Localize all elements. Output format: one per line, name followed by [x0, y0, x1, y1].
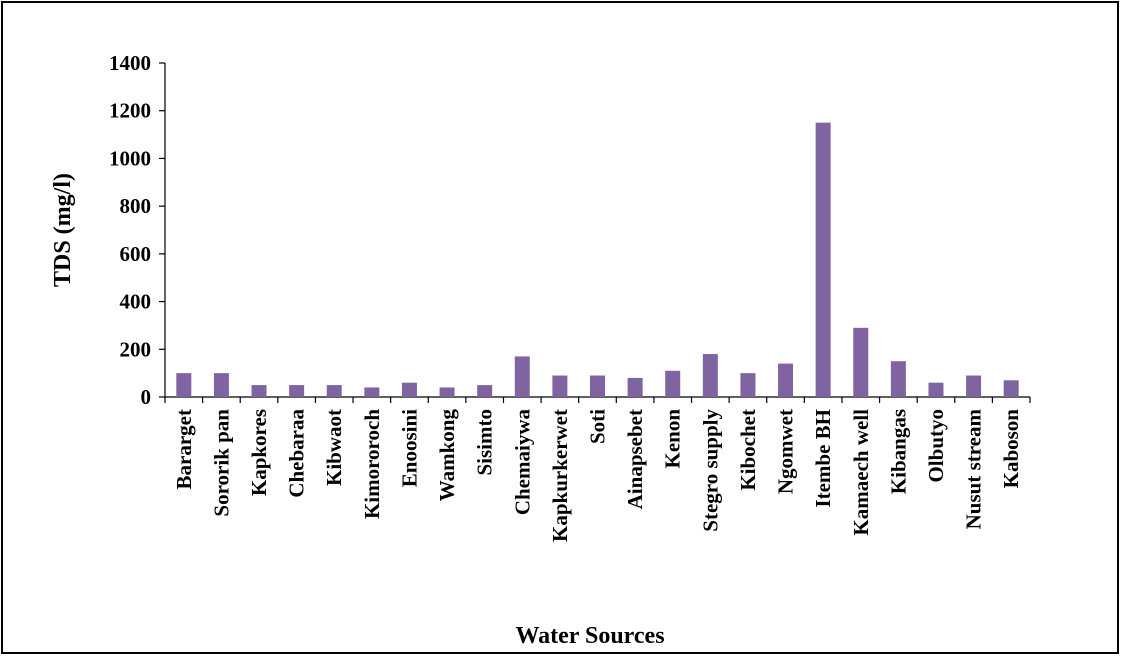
- x-tick-label: Olbutyo: [924, 409, 948, 483]
- bar: [853, 327, 869, 397]
- x-tick-label: Bararget: [172, 409, 196, 489]
- x-tick-label: Chebaraa: [285, 409, 309, 498]
- x-tick-label: Soti: [586, 409, 610, 444]
- y-tick-label: 800: [120, 194, 152, 218]
- y-tick-label: 1000: [109, 146, 151, 170]
- x-tick-label: Kapkores: [247, 409, 271, 496]
- x-axis-title: Water Sources: [515, 623, 664, 649]
- bar: [740, 373, 756, 397]
- bar: [401, 382, 417, 397]
- y-tick-label: 1400: [109, 51, 151, 75]
- x-tick-label: Itembe BH: [811, 409, 835, 508]
- x-tick-label: Sisimto: [473, 409, 497, 476]
- y-axis-title: TDS (mg/l): [50, 173, 76, 287]
- x-tick-label: Nusut stream: [962, 409, 986, 530]
- bar: [890, 361, 906, 397]
- bar: [627, 377, 643, 397]
- bar: [289, 385, 305, 397]
- bar: [665, 370, 681, 397]
- bar: [966, 375, 982, 397]
- bar: [251, 385, 267, 397]
- x-tick-label: Kenon: [661, 409, 685, 469]
- x-tick-label: Wamkong: [435, 409, 459, 502]
- bar: [702, 354, 718, 397]
- bar: [176, 373, 192, 397]
- x-tick-label: Kibwaot: [322, 409, 346, 486]
- y-tick-label: 400: [120, 290, 152, 314]
- bar: [1003, 380, 1019, 397]
- x-tick-label: Chemaiywa: [510, 409, 534, 516]
- x-tick-label: Stegro supply: [698, 409, 722, 532]
- x-tick-label: Kaboson: [999, 409, 1023, 489]
- bar: [213, 373, 229, 397]
- bar: [514, 356, 530, 397]
- y-tick-label: 200: [120, 337, 152, 361]
- bar: [364, 387, 380, 397]
- bar: [590, 375, 605, 397]
- y-tick-label: 0: [141, 385, 152, 409]
- bar: [815, 122, 831, 398]
- x-tick-label: Kibochet: [736, 409, 760, 491]
- x-tick-label: Kimororoch: [360, 409, 384, 519]
- x-tick-label: Ngomwet: [774, 409, 798, 494]
- bar: [439, 387, 455, 397]
- x-tick-label: Enoosini: [397, 409, 421, 487]
- bar: [326, 385, 342, 397]
- y-tick-label: 600: [120, 242, 152, 266]
- x-tick-label: Sororik pan: [209, 409, 233, 517]
- bar: [928, 382, 944, 397]
- x-tick-label: Kibangas: [886, 409, 910, 494]
- x-tick-label: Kamaech well: [849, 409, 873, 536]
- x-tick-label: Ainapsebet: [623, 409, 647, 509]
- bar: [552, 375, 568, 397]
- x-tick-label: Kapkurkerwet: [548, 409, 572, 542]
- y-tick-label: 1200: [109, 99, 151, 123]
- bar: [477, 385, 493, 397]
- bar: [778, 363, 794, 397]
